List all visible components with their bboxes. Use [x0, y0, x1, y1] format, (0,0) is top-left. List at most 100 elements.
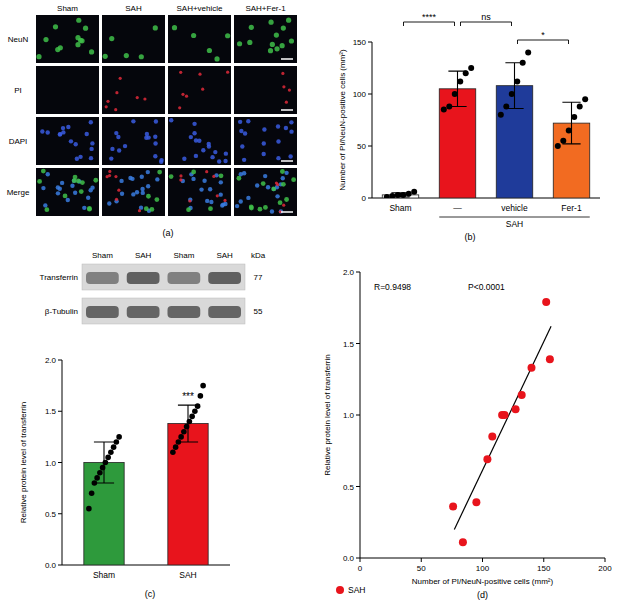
row-label: Merge [7, 188, 30, 197]
image-tile [234, 66, 297, 114]
cell [274, 46, 279, 51]
data-point [472, 498, 480, 506]
annotation: P<0.0001 [468, 282, 505, 292]
significance-label: ns [481, 12, 491, 22]
data-point [468, 65, 474, 71]
cell [268, 48, 273, 53]
group-line [439, 217, 589, 218]
cell [202, 179, 206, 183]
y-tick [368, 94, 372, 95]
x-tick [543, 558, 544, 562]
significance-label: **** [422, 12, 437, 22]
plot-area [382, 49, 589, 198]
cell [60, 181, 64, 185]
cell [82, 206, 86, 210]
cell [226, 71, 229, 74]
blot-band [168, 306, 201, 318]
cell [220, 203, 224, 207]
data-point [520, 60, 526, 66]
image-tile [168, 117, 231, 165]
y-tick [58, 513, 62, 514]
column-header: Sham [57, 4, 78, 13]
cell [37, 179, 42, 184]
kda-label: 55 [254, 307, 263, 316]
cell [89, 120, 93, 124]
cell [140, 174, 144, 178]
cell [224, 151, 228, 155]
column-header: SAH+Fer-1 [245, 4, 286, 13]
data-point [178, 434, 184, 440]
cell [123, 144, 127, 148]
cell [86, 195, 90, 199]
cell [114, 175, 117, 178]
cell [208, 187, 212, 191]
micrograph [36, 15, 99, 63]
x-tick-label: Fer-1 [561, 203, 582, 213]
cell [291, 177, 296, 182]
lane-label: Sham [173, 251, 194, 260]
cell [58, 45, 63, 50]
blot-band [127, 272, 160, 284]
data-point [483, 455, 491, 463]
x-tick-label: 0 [358, 564, 363, 573]
cell [109, 156, 113, 160]
cell [188, 199, 191, 202]
data-point [560, 138, 566, 144]
cell [210, 155, 214, 159]
y-axis-label: Relative protein level of transferrin [19, 402, 28, 523]
y-tick [368, 146, 372, 147]
cell [201, 148, 205, 152]
cell [89, 147, 93, 151]
cell [249, 25, 254, 30]
panel-label: (c) [145, 589, 156, 599]
data-point [411, 189, 417, 195]
cell [191, 33, 196, 38]
cell [270, 42, 275, 47]
x-tick [482, 558, 483, 562]
cell [185, 95, 188, 98]
data-point [189, 414, 195, 420]
trend-line [454, 326, 551, 529]
cell [107, 201, 111, 205]
cell [239, 129, 243, 133]
cell [199, 187, 203, 191]
cell [188, 197, 192, 201]
data-point [173, 444, 179, 450]
cell [139, 54, 144, 59]
cell [209, 200, 213, 204]
data-point [89, 490, 95, 496]
cell [281, 72, 284, 75]
data-point [514, 79, 520, 85]
micrograph [234, 117, 297, 165]
cell [153, 135, 157, 139]
y-tick-label: 2.0 [45, 356, 57, 365]
cell [69, 139, 73, 143]
scale-bar [281, 160, 293, 162]
image-tile [168, 15, 231, 63]
cell [288, 154, 292, 158]
band-label: β-Tubulin [45, 307, 78, 316]
cell [76, 179, 81, 184]
cell [153, 25, 158, 30]
cell [281, 182, 286, 187]
x-tick-label: — [453, 203, 462, 213]
data-point [546, 355, 554, 363]
cell [124, 53, 129, 58]
cell [157, 170, 162, 175]
cell [262, 127, 266, 131]
cell [154, 197, 159, 202]
y-tick [356, 343, 360, 344]
y-tick-label: 150 [353, 38, 367, 47]
cell [237, 41, 242, 46]
data-point [97, 470, 103, 476]
blot-band [208, 272, 241, 284]
cell [105, 105, 108, 108]
image-tile [36, 168, 99, 216]
row-label: NeuN [8, 35, 29, 44]
cell [144, 206, 149, 211]
cell [63, 194, 68, 199]
image-tile [234, 168, 297, 216]
cell [109, 36, 114, 41]
cell [289, 120, 293, 124]
cell [281, 25, 286, 30]
